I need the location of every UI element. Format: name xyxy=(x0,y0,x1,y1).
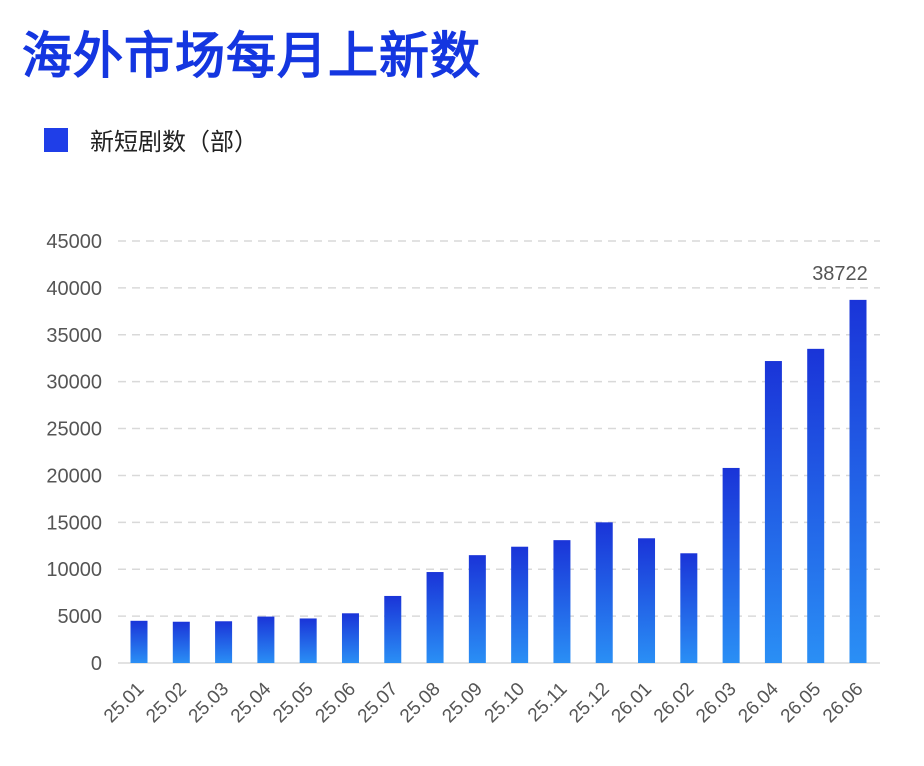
x-tick-label: 25.10 xyxy=(481,679,529,727)
bar-26.04 xyxy=(764,361,782,663)
x-tick-label: 26.02 xyxy=(650,679,698,727)
bar-25.06 xyxy=(341,613,359,663)
legend-label: 新短剧数（部） xyxy=(90,128,258,156)
bar-26.01 xyxy=(638,538,656,663)
bar-25.05 xyxy=(299,618,317,663)
x-tick-label: 26.01 xyxy=(608,679,656,727)
bar-25.02 xyxy=(172,621,190,663)
x-tick-label: 26.05 xyxy=(777,679,825,727)
y-axis: 0 5000 10000 15000 20000 25000 30000 35000 40000… xyxy=(46,231,102,675)
x-tick-label: 25.05 xyxy=(269,679,317,727)
y-tick-label: 5000 xyxy=(58,606,103,628)
bar-26.05 xyxy=(807,348,825,663)
chart-legend: 新短剧数（部） xyxy=(44,122,258,157)
y-tick-label: 30000 xyxy=(46,372,102,394)
x-tick-label: 25.02 xyxy=(142,679,190,727)
x-tick-label: 25.03 xyxy=(185,679,233,727)
bar-25.03 xyxy=(215,621,233,663)
bar-25.10 xyxy=(511,546,529,663)
y-tick-label: 25000 xyxy=(46,419,102,441)
bar-25.01 xyxy=(130,620,148,663)
x-tick-label: 26.04 xyxy=(734,678,783,727)
bar-25.04 xyxy=(257,616,275,663)
bars xyxy=(130,299,867,663)
bar-25.09 xyxy=(468,555,486,663)
legend-swatch xyxy=(44,127,68,152)
x-tick-label: 25.08 xyxy=(396,679,444,727)
x-tick-label: 25.07 xyxy=(354,679,402,727)
x-tick-label: 25.04 xyxy=(227,678,276,727)
bar-25.08 xyxy=(426,572,444,663)
chart-title: 海外市场每月上新数 xyxy=(22,27,481,85)
data-label: 38722 xyxy=(812,263,868,285)
x-tick-label: 25.01 xyxy=(100,679,148,727)
x-axis: 25.0125.0225.0325.0425.0525.0625.0725.08… xyxy=(100,678,867,727)
x-tick-label: 26.06 xyxy=(819,679,867,727)
x-tick-label: 26.03 xyxy=(692,679,740,727)
x-tick-label: 25.12 xyxy=(565,679,613,727)
bar-26.06 xyxy=(849,299,867,663)
x-tick-label: 25.11 xyxy=(524,679,571,726)
bar-26.03 xyxy=(722,467,740,663)
y-tick-label: 40000 xyxy=(46,278,102,300)
bar-25.07 xyxy=(384,595,402,663)
gridlines xyxy=(118,240,880,664)
bar-25.11 xyxy=(553,540,571,663)
x-tick-label: 25.09 xyxy=(438,679,486,727)
y-tick-label: 20000 xyxy=(46,465,102,487)
bar-25.12 xyxy=(595,522,613,663)
y-tick-label: 45000 xyxy=(46,231,102,253)
x-tick-label: 25.06 xyxy=(312,679,360,727)
y-tick-label: 35000 xyxy=(46,325,102,347)
bar-26.02 xyxy=(680,553,698,663)
y-tick-label: 15000 xyxy=(46,512,102,534)
data-labels: 38722 xyxy=(812,263,868,285)
y-tick-label: 10000 xyxy=(46,559,102,581)
y-tick-label: 0 xyxy=(91,653,102,675)
